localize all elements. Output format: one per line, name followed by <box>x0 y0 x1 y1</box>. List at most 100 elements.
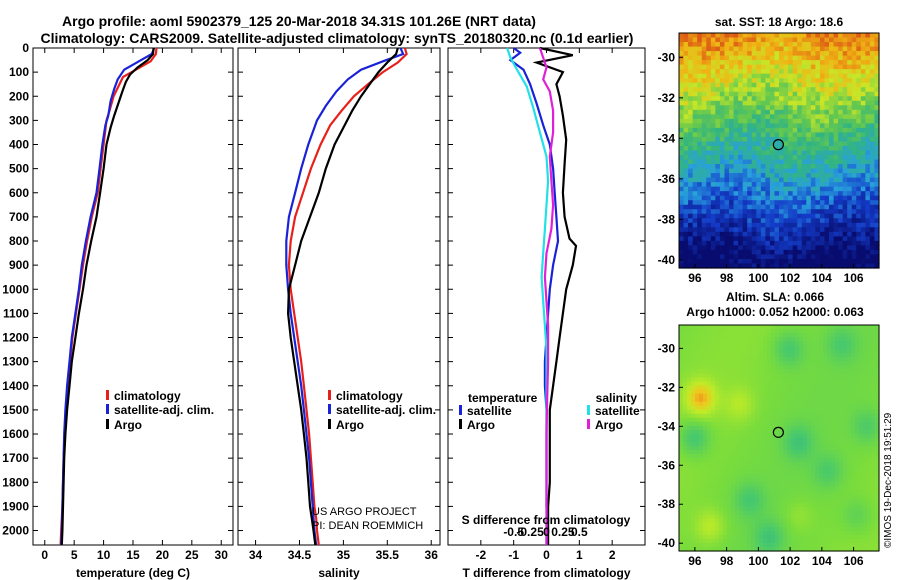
sla-cell <box>707 353 712 358</box>
sst-cell <box>724 82 730 88</box>
sst-cell <box>724 105 730 111</box>
sla-cell <box>791 425 796 431</box>
sst-cell <box>801 168 807 174</box>
sst-cell <box>819 213 826 219</box>
sst-cell <box>810 222 816 228</box>
sla-cell <box>851 454 856 459</box>
sst-cell <box>783 105 789 111</box>
sla-cell <box>723 325 728 330</box>
diff-legend-s-item: satellite <box>595 404 640 418</box>
sst-cell <box>792 37 798 43</box>
sla-cell <box>683 405 688 411</box>
sla-cell <box>679 474 684 479</box>
sla-cell <box>875 450 880 455</box>
sla-cell <box>863 438 868 443</box>
sst-cell <box>815 213 821 219</box>
sst-cell <box>692 186 698 192</box>
sla-cell <box>819 377 824 383</box>
sst-cell <box>860 91 866 97</box>
sla-cell <box>723 518 728 524</box>
sst-cell <box>688 204 694 210</box>
sst-cell <box>783 87 789 93</box>
sla-cell <box>683 506 688 512</box>
sla-cell <box>679 482 684 488</box>
sst-cell <box>838 145 844 152</box>
sst-cell <box>797 46 803 52</box>
sla-cell <box>767 425 772 431</box>
sst-cell <box>724 155 730 161</box>
sst-cell <box>683 51 689 57</box>
sst-cell <box>869 91 876 97</box>
sla-cell <box>751 429 756 435</box>
sst-cell <box>824 109 830 115</box>
sla-cell <box>807 486 812 492</box>
sla-cell <box>731 510 736 516</box>
sst-cell <box>724 173 730 179</box>
sla-cell <box>803 425 808 431</box>
sla-cell <box>783 433 788 439</box>
sst-cell <box>683 37 689 43</box>
sst-cell <box>729 263 735 269</box>
sst-cell <box>851 109 857 115</box>
sla-cell <box>755 337 760 342</box>
sla-cell <box>827 506 832 512</box>
sla-cell <box>719 498 724 504</box>
sla-cell <box>859 421 864 427</box>
sla-cell <box>855 506 860 512</box>
sla-cell <box>795 433 800 439</box>
sst-cell <box>724 240 730 246</box>
sst-cell <box>692 64 698 70</box>
sla-cell <box>703 494 708 500</box>
sst-cell <box>679 249 685 256</box>
sst-cell <box>856 51 862 57</box>
sla-cell <box>843 466 848 471</box>
sla-cell <box>827 341 832 346</box>
sla-cell <box>839 466 844 471</box>
sst-cell <box>679 245 685 251</box>
sst-cell <box>810 168 816 174</box>
sst-cell <box>869 42 876 48</box>
sst-cell <box>865 186 871 192</box>
sla-cell <box>827 333 832 338</box>
sst-cell <box>756 78 762 84</box>
sla-cell <box>767 450 772 455</box>
diff-s-tick-label: 0.5 <box>571 525 588 539</box>
sla-cell <box>819 429 824 435</box>
sst-cell <box>792 150 798 156</box>
sla-cell <box>703 385 708 391</box>
sla-cell <box>835 502 840 508</box>
sst-cell <box>760 127 766 134</box>
sla-cell <box>831 514 836 520</box>
sla-cell <box>827 470 832 475</box>
sst-cell <box>779 240 785 246</box>
sst-cell <box>842 33 848 39</box>
sst-cell <box>847 186 853 192</box>
sla-cell <box>787 333 792 338</box>
sst-cell <box>847 114 853 120</box>
panel-temp-xtick-label: 5 <box>71 548 78 562</box>
panel-temp-ytick-label: 500 <box>9 162 29 176</box>
sla-cell <box>775 377 780 383</box>
sla-cell <box>847 498 852 504</box>
sst-cell <box>783 73 789 79</box>
sst-cell <box>747 46 753 52</box>
sst-cell <box>742 150 748 156</box>
sst-cell <box>860 60 866 66</box>
sst-cell <box>851 173 857 179</box>
sla-cell <box>683 417 688 423</box>
sst-cell <box>865 204 871 210</box>
sst-cell <box>774 127 780 134</box>
sla-cell <box>803 333 808 338</box>
sla-cell <box>759 433 764 439</box>
sst-cell <box>865 73 871 79</box>
sst-cell <box>856 82 862 88</box>
sla-cell <box>859 369 864 375</box>
sst-cell <box>806 114 812 120</box>
sst-cell <box>760 155 766 161</box>
sst-cell <box>738 100 744 106</box>
sst-cell <box>688 213 694 219</box>
sst-cell <box>815 159 821 165</box>
sla-cell <box>843 417 848 423</box>
sst-cell <box>697 64 703 70</box>
sla-cell <box>847 470 852 475</box>
